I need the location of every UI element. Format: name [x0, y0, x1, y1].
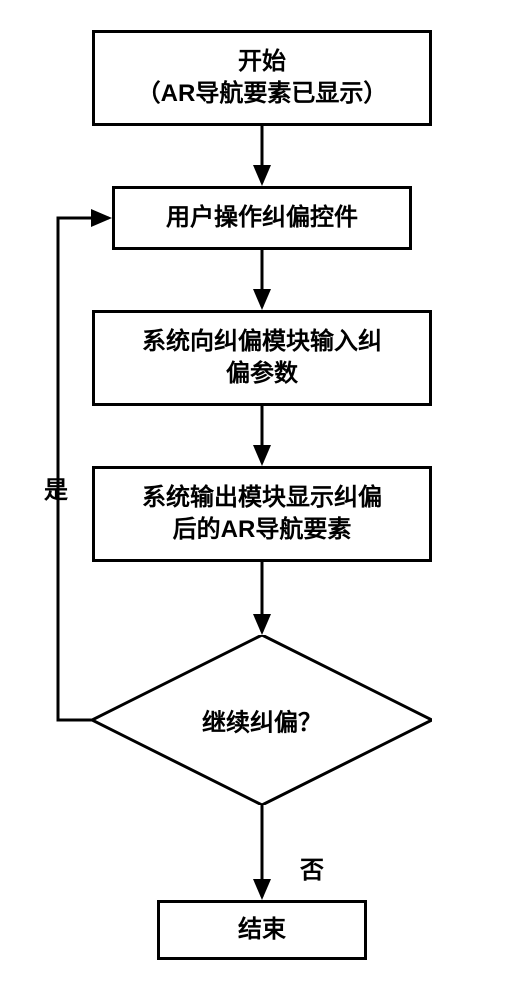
node-op1-line1: 用户操作纠偏控件 [166, 202, 358, 234]
node-op2-line1: 系统向纠偏模块输入纠 [142, 326, 382, 358]
node-end: 结束 [157, 900, 367, 960]
node-op1: 用户操作纠偏控件 [112, 186, 412, 250]
edge-label-yes: 是 [44, 470, 68, 505]
node-op3-line2: 后的AR导航要素 [142, 514, 382, 546]
node-op2: 系统向纠偏模块输入纠 偏参数 [92, 310, 432, 406]
node-start-line1: 开始 [137, 46, 388, 78]
node-op3: 系统输出模块显示纠偏 后的AR导航要素 [92, 466, 432, 562]
node-end-line1: 结束 [238, 914, 286, 946]
edge-label-no: 否 [300, 850, 324, 885]
node-decision: 继续纠偏？ [92, 635, 432, 805]
node-op2-line2: 偏参数 [142, 358, 382, 390]
node-decision-label: 继续纠偏？ [202, 710, 322, 737]
flowchart-canvas: 开始 （AR导航要素已显示） 用户操作纠偏控件 系统向纠偏模块输入纠 偏参数 系… [0, 0, 524, 1000]
node-start: 开始 （AR导航要素已显示） [92, 30, 432, 126]
node-op3-line1: 系统输出模块显示纠偏 [142, 482, 382, 514]
node-start-line2: （AR导航要素已显示） [137, 78, 388, 110]
